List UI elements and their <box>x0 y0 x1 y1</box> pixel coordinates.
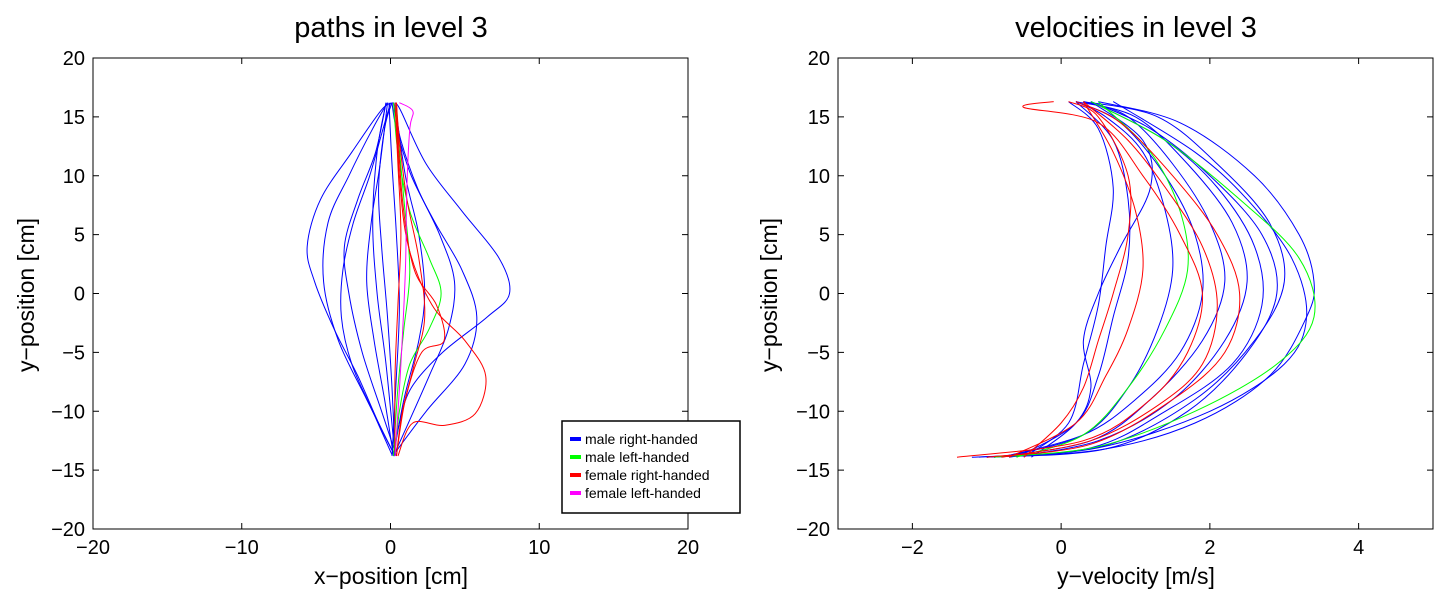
velocities-series-line <box>979 101 1264 458</box>
paths-y-tick-label: −15 <box>51 460 85 482</box>
paths-series-line <box>393 102 456 457</box>
legend-box <box>561 420 741 514</box>
velocities-y-axis-label: y−position [cm] <box>756 218 782 372</box>
paths-y-tick-label: 0 <box>74 284 85 306</box>
velocities-series-line <box>1008 101 1144 458</box>
velocities-y-tick-label: 10 <box>808 166 830 188</box>
paths-chart: paths in level 3 x−position [cm] y−posit… <box>13 12 741 589</box>
paths-x-tick-label: −20 <box>76 537 110 559</box>
paths-plot-frame <box>92 57 689 530</box>
velocities-series-line <box>986 101 1241 458</box>
velocities-y-tick-label: 5 <box>819 225 830 247</box>
paths-y-tick-label: −20 <box>51 519 85 541</box>
velocities-plot-frame <box>837 57 1434 530</box>
paths-chart-title: paths in level 3 <box>294 12 487 44</box>
legend-entry-female-right-handed: female right-handed <box>570 467 710 483</box>
paths-series-line <box>393 102 411 457</box>
legend-entry-male-right-handed: male right-handed <box>570 431 698 447</box>
legend: male right-handed male left-handed femal… <box>561 420 741 514</box>
paths-series-line <box>393 102 426 457</box>
velocities-series-line <box>956 101 1203 458</box>
velocities-series-line <box>994 101 1316 458</box>
legend-entry-male-left-handed: male left-handed <box>570 449 689 465</box>
legend-label: male left-handed <box>585 449 689 465</box>
paths-x-tick-label: −10 <box>225 537 259 559</box>
velocities-series-lines <box>956 101 1316 458</box>
paths-series-line <box>322 102 396 457</box>
velocities-x-tick-label: 2 <box>1204 537 1215 559</box>
paths-y-axis-label: y−position [cm] <box>13 218 39 372</box>
velocities-y-tick-label: −20 <box>796 519 830 541</box>
paths-series-line <box>378 102 396 457</box>
velocities-x-tick-label: −2 <box>901 537 924 559</box>
paths-series-line <box>388 102 400 457</box>
paths-y-tick-label: −5 <box>62 342 85 364</box>
velocities-x-axis-label: y−velocity [m/s] <box>1057 563 1215 589</box>
paths-y-tick-label: −10 <box>51 401 85 423</box>
velocities-series-line <box>1016 101 1131 458</box>
paths-series-line <box>393 102 511 457</box>
velocities-series-line <box>986 101 1308 458</box>
velocities-series-line <box>1001 101 1218 458</box>
paths-x-tick-label: 10 <box>528 537 550 559</box>
velocities-y-tick-label: −15 <box>796 460 830 482</box>
velocities-series-line <box>1009 101 1248 458</box>
paths-x-tick-label: 0 <box>385 537 396 559</box>
paths-y-tick-label: 10 <box>63 166 85 188</box>
legend-label: female right-handed <box>585 467 710 483</box>
velocities-series-line <box>986 101 1278 458</box>
paths-series-line <box>395 102 446 457</box>
paths-series-line <box>343 102 397 457</box>
paths-y-tick-label: 5 <box>74 225 85 247</box>
velocities-y-tick-label: 0 <box>819 284 830 306</box>
paths-series-line <box>394 102 414 457</box>
paths-series-line <box>394 102 402 457</box>
velocities-series-line <box>1023 101 1114 458</box>
paths-x-axis-label: x−position [cm] <box>314 563 468 589</box>
velocities-y-tick-label: −5 <box>807 342 830 364</box>
velocities-x-tick-label: 0 <box>1056 537 1067 559</box>
paths-x-tick-label: 20 <box>677 537 699 559</box>
paths-series-lines <box>306 102 511 457</box>
velocities-y-tick-label: 20 <box>808 48 830 70</box>
velocities-chart-title: velocities in level 3 <box>1015 12 1257 44</box>
paths-axis-ticks: −20 −10 0 10 20 −20 −15 −10 −5 0 5 10 15 20 <box>51 48 699 559</box>
paths-y-tick-label: 20 <box>63 48 85 70</box>
velocities-series-line <box>1016 101 1189 458</box>
velocities-series-line <box>971 101 1315 458</box>
paths-y-tick-label: 15 <box>63 107 85 129</box>
legend-entry-female-left-handed: female left-handed <box>570 485 701 501</box>
paths-series-line <box>306 102 396 457</box>
legend-label: female left-handed <box>585 485 701 501</box>
paths-series-line <box>395 102 487 457</box>
velocities-series-line <box>1023 101 1132 458</box>
velocities-chart: velocities in level 3 y−velocity [m/s] y… <box>756 12 1434 589</box>
velocities-y-tick-label: −10 <box>796 401 830 423</box>
velocities-y-tick-label: 15 <box>808 107 830 129</box>
legend-label: male right-handed <box>585 431 698 447</box>
paths-series-line <box>372 102 396 457</box>
velocities-series-line <box>994 101 1226 458</box>
velocities-series-line <box>994 101 1286 458</box>
velocities-x-tick-label: 4 <box>1353 537 1364 559</box>
